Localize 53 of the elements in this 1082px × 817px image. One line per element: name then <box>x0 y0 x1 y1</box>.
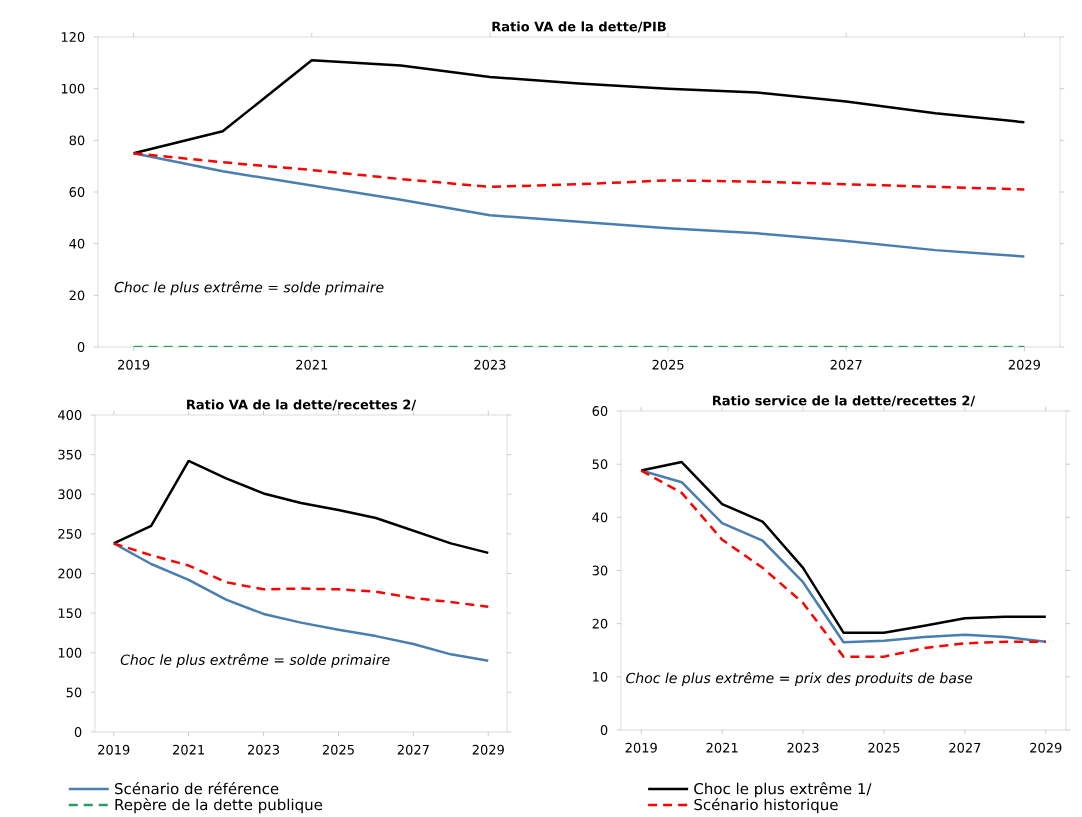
y-tick-label: 50 <box>592 459 608 470</box>
legend-label: Repère de la dette publique <box>115 798 323 814</box>
y-tick-label: 0 <box>77 342 85 352</box>
y-tick-label: 60 <box>592 406 608 416</box>
y-tick-label: 100 <box>61 83 85 94</box>
x-tick-label: 2025 <box>868 742 900 753</box>
chart-title: Ratio service de la dette/recettes 2/ <box>712 395 976 407</box>
chart-title: Ratio VA de la dette/PIB <box>492 21 666 33</box>
y-tick-label: 40 <box>69 238 85 249</box>
x-tick-label: 2023 <box>787 742 819 753</box>
y-tick-label: 150 <box>58 608 82 619</box>
y-tick-label: 200 <box>58 568 82 579</box>
legend-label: Scénario historique <box>694 798 838 814</box>
x-tick-label: 2021 <box>706 742 738 753</box>
y-tick-label: 400 <box>58 410 82 420</box>
x-tick-label: 2029 <box>1008 359 1040 370</box>
x-tick-label: 2027 <box>397 744 429 755</box>
y-tick-label: 300 <box>58 489 82 500</box>
x-tick-label: 2027 <box>949 742 981 753</box>
y-tick-label: 250 <box>58 528 82 539</box>
y-tick-label: 20 <box>69 290 85 301</box>
x-tick-label: 2027 <box>830 359 862 370</box>
x-tick-label: 2019 <box>98 744 130 755</box>
y-tick-label: 30 <box>592 565 608 576</box>
legend-label: Choc le plus extrême 1/ <box>694 782 872 798</box>
y-tick-label: 0 <box>600 725 608 735</box>
y-tick-label: 50 <box>66 687 82 698</box>
y-tick-label: 10 <box>593 671 608 682</box>
annotation: Choc le plus extrême = prix des produits de base <box>626 671 973 687</box>
y-tick-label: 0 <box>74 727 82 737</box>
y-tick-label: 20 <box>592 618 608 629</box>
annotation: Choc le plus extrême = solde primaire <box>114 281 384 296</box>
x-tick-label: 2025 <box>652 359 684 370</box>
x-tick-label: 2021 <box>296 359 328 370</box>
x-tick-label: 2019 <box>118 359 150 370</box>
y-tick-label: 120 <box>61 32 85 42</box>
y-tick-label: 80 <box>69 135 85 146</box>
annotation: Choc le plus extrême = solde primaire <box>120 653 390 668</box>
y-tick-label: 350 <box>58 449 82 460</box>
chart-title: Ratio VA de la dette/recettes 2/ <box>187 399 417 411</box>
line-series <box>132 59 1026 155</box>
x-tick-label: 2023 <box>247 744 280 755</box>
x-tick-label: 2025 <box>322 744 354 755</box>
x-tick-label: 2019 <box>625 742 657 753</box>
y-tick-label: 60 <box>69 187 85 197</box>
x-tick-label: 2029 <box>472 744 504 755</box>
line-series <box>112 542 490 609</box>
x-tick-label: 2021 <box>173 744 204 755</box>
y-tick-label: 100 <box>58 647 82 658</box>
x-tick-label: 2029 <box>1030 742 1062 753</box>
legend-label: Scénario de référence <box>115 782 279 795</box>
x-tick-label: 2023 <box>474 359 506 370</box>
y-tick-label: 40 <box>592 512 608 523</box>
